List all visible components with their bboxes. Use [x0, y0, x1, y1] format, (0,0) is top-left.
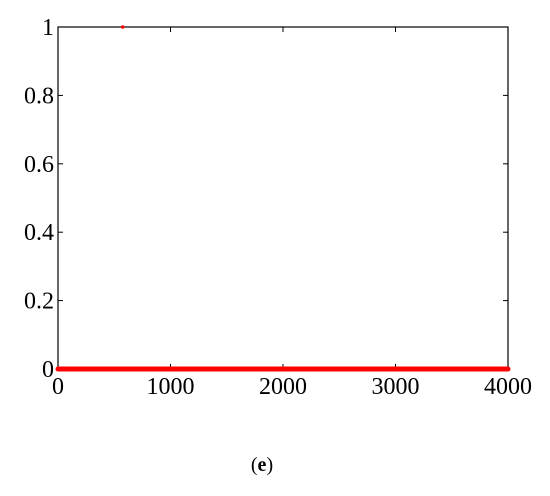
- figure-caption: (e): [0, 454, 524, 477]
- x-tick-label: 0: [52, 374, 64, 400]
- caption-open: (: [250, 454, 258, 476]
- plot-frame: [57, 26, 509, 370]
- axis-tick-labels: 0 1000 2000 3000 4000 0 0.2 0.4 0.6 0.8 1: [24, 15, 532, 400]
- y-tick-label: 0.6: [24, 152, 54, 178]
- caption-letter: e: [257, 454, 267, 476]
- data-points: [55, 25, 511, 372]
- y-tick-label: 0.4: [24, 220, 54, 246]
- y-tick-label: 0: [42, 357, 54, 383]
- y-tick-label: 0.2: [24, 289, 54, 315]
- x-tick-label: 1000: [147, 374, 195, 400]
- y-tick-label: 1: [42, 15, 54, 41]
- data-point: [120, 25, 125, 29]
- x-tick-label: 3000: [372, 374, 420, 400]
- y-tick-label: 0.8: [24, 83, 54, 109]
- x-tick-label: 2000: [259, 374, 307, 400]
- x-tick-label: 4000: [484, 374, 532, 400]
- caption-close: ): [266, 454, 274, 476]
